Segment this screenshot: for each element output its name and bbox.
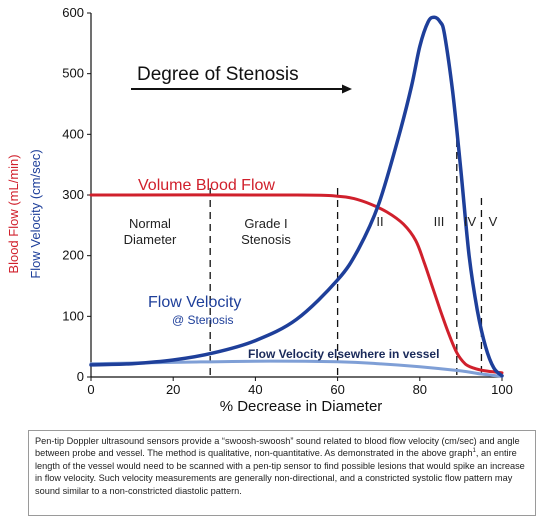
- grade-lines: [209, 128, 483, 377]
- chart-title: Degree of Stenosis: [137, 64, 299, 85]
- label-grade-i-line2: Stenosis: [241, 232, 291, 247]
- label-grade-v: V: [489, 214, 498, 229]
- title-arrow: [131, 84, 352, 94]
- series-label-velocity-elsewhere: Flow Velocity elsewhere in vessel: [248, 347, 439, 361]
- label-grade-ii: II: [376, 214, 383, 229]
- label-grade-iv: IV: [464, 214, 477, 229]
- x-axis-label: % Decrease in Diameter: [220, 398, 383, 415]
- label-grade-i-line1: Grade I: [244, 216, 287, 231]
- label-normal-line1: Normal: [129, 216, 171, 231]
- caption-footnote-marker: 1: [472, 448, 476, 455]
- y-axis-label-blood-flow: Blood Flow (mL/min): [6, 154, 21, 273]
- x-tick-label: 100: [491, 382, 513, 397]
- series-label-flow-velocity: Flow Velocity: [148, 294, 241, 311]
- x-tick-label: 0: [87, 382, 94, 397]
- y-tick-label: 200: [62, 248, 84, 263]
- y-tick-label: 600: [62, 5, 84, 20]
- x-tick-label: 40: [248, 382, 262, 397]
- y-axis-label-flow-velocity: Flow Velocity (cm/sec): [28, 149, 43, 278]
- axes: 0 100 200 300 400 500 600 0 20 40 60 80 100: [62, 5, 513, 397]
- y-tick-label: 500: [62, 66, 84, 81]
- label-normal-line2: Diameter: [124, 232, 177, 247]
- volume-blood-flow-line: [89, 193, 504, 375]
- flow-velocity-elsewhere-line: [89, 359, 504, 378]
- label-grade-iii: III: [434, 214, 445, 229]
- flow-velocity-line: [89, 15, 504, 378]
- caption-text: Pen-tip Doppler ultrasound sensors provi…: [35, 436, 520, 459]
- caption-box: Pen-tip Doppler ultrasound sensors provi…: [28, 430, 536, 516]
- series-label-volume-blood-flow: Volume Blood Flow: [138, 177, 275, 194]
- caption-text-continued: , an entire length of the vessel would n…: [35, 448, 525, 496]
- x-tick-label: 20: [166, 382, 180, 397]
- stenosis-chart: 0 100 200 300 400 500 600 0 20 40 60 80 100 Degree o…: [6, 5, 513, 415]
- series-sublabel-at-stenosis: @ Stenosis: [172, 313, 234, 327]
- series-lines: [89, 15, 504, 378]
- y-tick-label: 400: [62, 126, 84, 141]
- x-tick-label: 80: [413, 382, 427, 397]
- x-tick-label: 60: [330, 382, 344, 397]
- y-tick-label: 100: [62, 308, 84, 323]
- y-tick-label: 0: [77, 369, 84, 384]
- y-tick-label: 300: [62, 187, 84, 202]
